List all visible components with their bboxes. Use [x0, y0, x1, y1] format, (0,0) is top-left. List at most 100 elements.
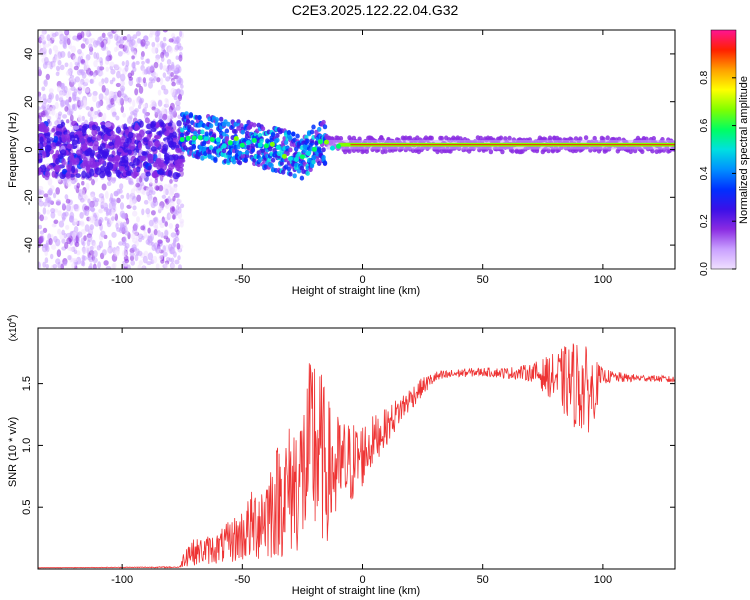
spectrogram-cell	[185, 118, 191, 124]
spectrogram-cell	[180, 132, 185, 138]
spectrogram-peak	[191, 135, 197, 141]
spectrogram-cell	[141, 235, 145, 241]
spectrogram-cell	[87, 38, 93, 44]
spectrogram-cell	[70, 86, 76, 92]
spectrogram-cell	[142, 255, 148, 264]
spectrogram-cell	[347, 148, 352, 154]
spectrogram-cell	[120, 135, 126, 141]
spectrogram-cell	[98, 112, 103, 118]
spectrogram-cell	[175, 192, 181, 199]
spectrogram-cell	[104, 77, 109, 84]
spectrogram-cell	[79, 197, 85, 203]
spectrogram-cell	[64, 62, 69, 68]
spectrogram-cell	[204, 131, 209, 137]
spectrogram-cell	[175, 55, 180, 60]
spectrogram-cell	[94, 167, 102, 176]
spectrogram-cell	[219, 116, 224, 122]
spectrogram-cell	[74, 96, 80, 101]
spectrogram-cell	[59, 33, 65, 42]
spectrogram-cell	[55, 94, 59, 102]
snr-scale-label: (x104)	[7, 315, 19, 342]
spectrogram-cell	[91, 216, 96, 224]
spectrogram-peak	[311, 146, 317, 152]
spectrogram-cell	[153, 229, 158, 236]
spectrogram-cell	[172, 251, 177, 258]
spectrogram-cell	[231, 159, 237, 165]
spectrogram-cell	[64, 241, 69, 249]
spectrogram-cell	[126, 192, 130, 200]
spectrogram-cell	[48, 88, 54, 94]
spectrogram-peak	[330, 145, 335, 151]
spectrogram-cell	[140, 38, 146, 47]
spectrogram-cell	[41, 86, 46, 92]
spectrogram-cell	[129, 251, 135, 257]
spectrogram-cell	[98, 216, 104, 224]
spectrogram-cell	[224, 128, 230, 134]
spectrogram-cell	[81, 180, 85, 186]
spectrogram-cell	[106, 162, 114, 171]
spectrogram-cell	[54, 56, 60, 62]
spectrogram-cell	[122, 249, 128, 258]
spectrogram-cell	[250, 147, 256, 153]
spectrogram-cell	[115, 115, 120, 121]
spectrogram-cell	[119, 183, 124, 190]
spectrogram-cell	[138, 260, 143, 266]
spectrogram-cell	[208, 123, 214, 129]
spectrogram-cell	[155, 157, 162, 163]
spectrogram-cell	[78, 100, 84, 107]
spectrogram-cell	[72, 55, 77, 63]
spectrogram-cell	[141, 208, 145, 216]
y-tick-label: 0	[23, 146, 35, 152]
spectrogram-cell	[87, 198, 91, 204]
spectrogram-cell	[113, 94, 117, 102]
spectrogram-cell	[137, 264, 142, 269]
spectrogram-cell	[128, 76, 134, 81]
spectrogram-cell	[103, 260, 109, 266]
spectrogram-cell	[314, 140, 319, 146]
spectrogram-cell	[72, 257, 79, 263]
spectrogram-cell	[98, 93, 104, 101]
spectrogram-cell	[108, 201, 114, 210]
spectrogram-cell	[151, 41, 156, 48]
spectrogram-cell	[164, 221, 169, 227]
spectrogram-cell	[108, 239, 112, 248]
spectrogram-cell	[132, 157, 140, 166]
spectrogram-cell	[61, 168, 68, 175]
spectrogram-cell	[89, 224, 95, 231]
spectrogram-cell	[138, 120, 144, 128]
spectrogram-cell	[175, 104, 181, 111]
spectrogram-cell	[44, 257, 49, 264]
spectrogram-cell	[53, 235, 58, 243]
spectrogram-cell	[38, 185, 44, 191]
spectrogram-cell	[40, 35, 46, 42]
spectrogram-cell	[136, 133, 143, 141]
spectrogram-cell	[113, 46, 118, 53]
spectrogram-cell	[167, 136, 174, 145]
spectrogram-cell	[76, 131, 83, 136]
spectrogram-cell	[168, 38, 174, 43]
x-tick-label: -50	[234, 574, 250, 586]
snr-panel: -100 -50 0 50 100 0.5 1.0 1.5 Height of straig…	[7, 315, 676, 597]
y-tick-label: 1.0	[21, 438, 33, 453]
spectrogram-cell	[132, 99, 136, 108]
spectrogram-peak	[275, 144, 281, 150]
spectrogram-cell	[288, 135, 293, 141]
spectrogram-cell	[259, 138, 264, 144]
spectrogram-cell	[142, 77, 147, 84]
spectrogram-cell	[133, 222, 139, 229]
spectrogram-cell	[69, 134, 76, 142]
spectrogram-cell	[55, 187, 61, 195]
spectrogram-cell	[69, 246, 74, 252]
spectrogram-cell	[52, 62, 56, 68]
spectrogram-cell	[163, 36, 167, 42]
spectrogram-cell	[191, 144, 196, 150]
spectrogram-cell	[129, 198, 133, 207]
spectrogram-cell	[64, 105, 69, 112]
spectrogram-cell	[38, 43, 42, 49]
spectrogram-cell	[510, 148, 515, 154]
spectrogram-cell	[163, 88, 169, 95]
spectrogram-cell	[92, 114, 98, 119]
spectrogram-cell	[55, 71, 60, 77]
spectrogram-cell	[38, 143, 41, 150]
spectrogram-cell	[150, 146, 157, 152]
